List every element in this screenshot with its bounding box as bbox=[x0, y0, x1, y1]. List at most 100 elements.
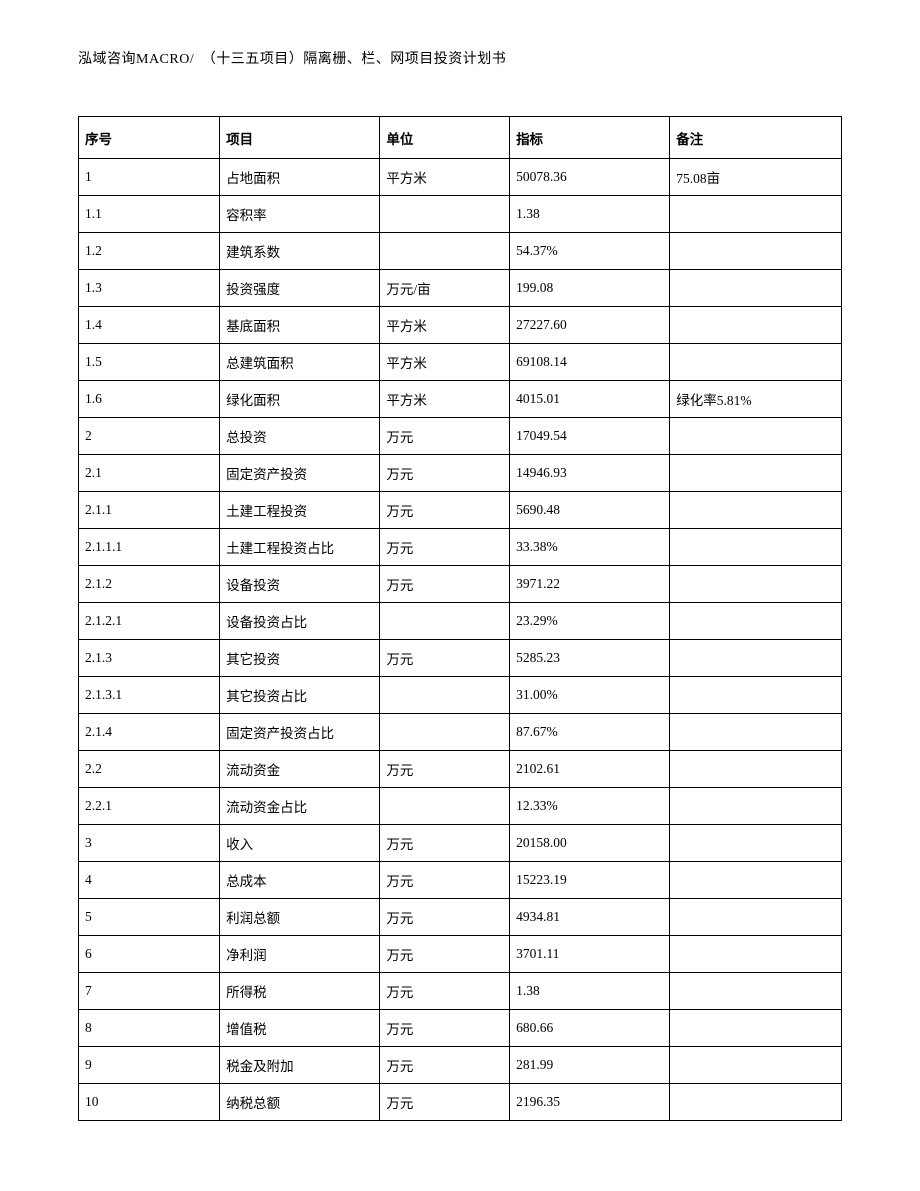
table-row: 2.1.4固定资产投资占比87.67% bbox=[79, 714, 842, 751]
table-cell: 14946.93 bbox=[510, 455, 670, 492]
table-cell: 54.37% bbox=[510, 233, 670, 270]
table-cell: 平方米 bbox=[380, 159, 510, 196]
table-cell: 2.1.4 bbox=[79, 714, 220, 751]
table-cell bbox=[670, 418, 842, 455]
table-cell: 15223.19 bbox=[510, 862, 670, 899]
table-cell: 总建筑面积 bbox=[220, 344, 380, 381]
table-cell: 占地面积 bbox=[220, 159, 380, 196]
table-cell: 总成本 bbox=[220, 862, 380, 899]
table-cell: 平方米 bbox=[380, 381, 510, 418]
table-cell bbox=[670, 344, 842, 381]
table-cell: 纳税总额 bbox=[220, 1084, 380, 1121]
table-row: 1.2建筑系数 54.37% bbox=[79, 233, 842, 270]
document-header: 泓域咨询MACRO/ （十三五项目）隔离栅、栏、网项目投资计划书 bbox=[78, 48, 842, 68]
table-row: 2总投资万元17049.54 bbox=[79, 418, 842, 455]
table-cell bbox=[670, 714, 842, 751]
table-row: 2.1.3其它投资万元5285.23 bbox=[79, 640, 842, 677]
table-cell: 17049.54 bbox=[510, 418, 670, 455]
table-cell: 万元 bbox=[380, 973, 510, 1010]
table-cell: 2.1.3 bbox=[79, 640, 220, 677]
table-cell bbox=[380, 233, 510, 270]
table-cell: 利润总额 bbox=[220, 899, 380, 936]
table-cell: 199.08 bbox=[510, 270, 670, 307]
table-cell: 7 bbox=[79, 973, 220, 1010]
table-cell: 绿化率5.81% bbox=[670, 381, 842, 418]
table-cell bbox=[670, 751, 842, 788]
table-cell: 2 bbox=[79, 418, 220, 455]
table-cell: 万元 bbox=[380, 751, 510, 788]
table-cell: 2.2 bbox=[79, 751, 220, 788]
table-row: 1占地面积平方米50078.3675.08亩 bbox=[79, 159, 842, 196]
col-header-item: 项目 bbox=[220, 117, 380, 159]
table-cell: 土建工程投资占比 bbox=[220, 529, 380, 566]
table-row: 8增值税万元680.66 bbox=[79, 1010, 842, 1047]
table-cell: 2102.61 bbox=[510, 751, 670, 788]
table-cell: 投资强度 bbox=[220, 270, 380, 307]
table-cell bbox=[670, 973, 842, 1010]
table-row: 2.1固定资产投资万元14946.93 bbox=[79, 455, 842, 492]
table-cell: 平方米 bbox=[380, 307, 510, 344]
table-cell: 1 bbox=[79, 159, 220, 196]
table-cell: 固定资产投资占比 bbox=[220, 714, 380, 751]
table-cell: 10 bbox=[79, 1084, 220, 1121]
table-cell: 1.5 bbox=[79, 344, 220, 381]
table-cell: 75.08亩 bbox=[670, 159, 842, 196]
table-cell: 绿化面积 bbox=[220, 381, 380, 418]
table-cell: 万元 bbox=[380, 899, 510, 936]
table-cell: 5285.23 bbox=[510, 640, 670, 677]
table-cell: 69108.14 bbox=[510, 344, 670, 381]
table-cell bbox=[670, 307, 842, 344]
table-cell: 8 bbox=[79, 1010, 220, 1047]
table-row: 1.1容积率1.38 bbox=[79, 196, 842, 233]
table-row: 2.2.1流动资金占比12.33% bbox=[79, 788, 842, 825]
table-cell: 2.1.1 bbox=[79, 492, 220, 529]
table-cell bbox=[670, 603, 842, 640]
table-cell: 1.4 bbox=[79, 307, 220, 344]
table-cell: 增值税 bbox=[220, 1010, 380, 1047]
table-cell: 所得税 bbox=[220, 973, 380, 1010]
table-row: 2.2流动资金万元2102.61 bbox=[79, 751, 842, 788]
table-cell: 其它投资占比 bbox=[220, 677, 380, 714]
table-cell bbox=[380, 196, 510, 233]
table-header-row: 序号 项目 单位 指标 备注 bbox=[79, 117, 842, 159]
table-cell bbox=[670, 788, 842, 825]
table-cell: 4015.01 bbox=[510, 381, 670, 418]
table-cell: 1.2 bbox=[79, 233, 220, 270]
table-cell: 27227.60 bbox=[510, 307, 670, 344]
table-cell: 设备投资 bbox=[220, 566, 380, 603]
table-cell: 万元 bbox=[380, 566, 510, 603]
table-cell bbox=[670, 936, 842, 973]
table-row: 9税金及附加万元281.99 bbox=[79, 1047, 842, 1084]
table-cell: 收入 bbox=[220, 825, 380, 862]
table-cell bbox=[670, 529, 842, 566]
col-header-unit: 单位 bbox=[380, 117, 510, 159]
table-row: 1.3投资强度万元/亩199.08 bbox=[79, 270, 842, 307]
table-cell: 12.33% bbox=[510, 788, 670, 825]
table-cell: 1.3 bbox=[79, 270, 220, 307]
table-cell bbox=[670, 640, 842, 677]
table-cell: 建筑系数 bbox=[220, 233, 380, 270]
table-cell: 万元 bbox=[380, 1047, 510, 1084]
table-cell bbox=[670, 825, 842, 862]
table-cell: 1.38 bbox=[510, 196, 670, 233]
table-cell: 万元 bbox=[380, 1084, 510, 1121]
table-cell: 固定资产投资 bbox=[220, 455, 380, 492]
table-cell: 土建工程投资 bbox=[220, 492, 380, 529]
table-cell: 4934.81 bbox=[510, 899, 670, 936]
table-cell bbox=[670, 1010, 842, 1047]
table-cell: 2.1.2 bbox=[79, 566, 220, 603]
table-cell: 万元 bbox=[380, 529, 510, 566]
table-cell bbox=[670, 899, 842, 936]
table-cell: 万元 bbox=[380, 418, 510, 455]
table-cell: 万元 bbox=[380, 1010, 510, 1047]
table-cell: 税金及附加 bbox=[220, 1047, 380, 1084]
table-cell: 净利润 bbox=[220, 936, 380, 973]
table-cell: 6 bbox=[79, 936, 220, 973]
table-cell: 3971.22 bbox=[510, 566, 670, 603]
table-body: 1占地面积平方米50078.3675.08亩1.1容积率1.381.2建筑系数 5… bbox=[79, 159, 842, 1121]
table-cell: 流动资金占比 bbox=[220, 788, 380, 825]
table-cell bbox=[670, 196, 842, 233]
table-row: 2.1.1土建工程投资万元5690.48 bbox=[79, 492, 842, 529]
table-cell bbox=[670, 677, 842, 714]
table-cell bbox=[670, 1047, 842, 1084]
